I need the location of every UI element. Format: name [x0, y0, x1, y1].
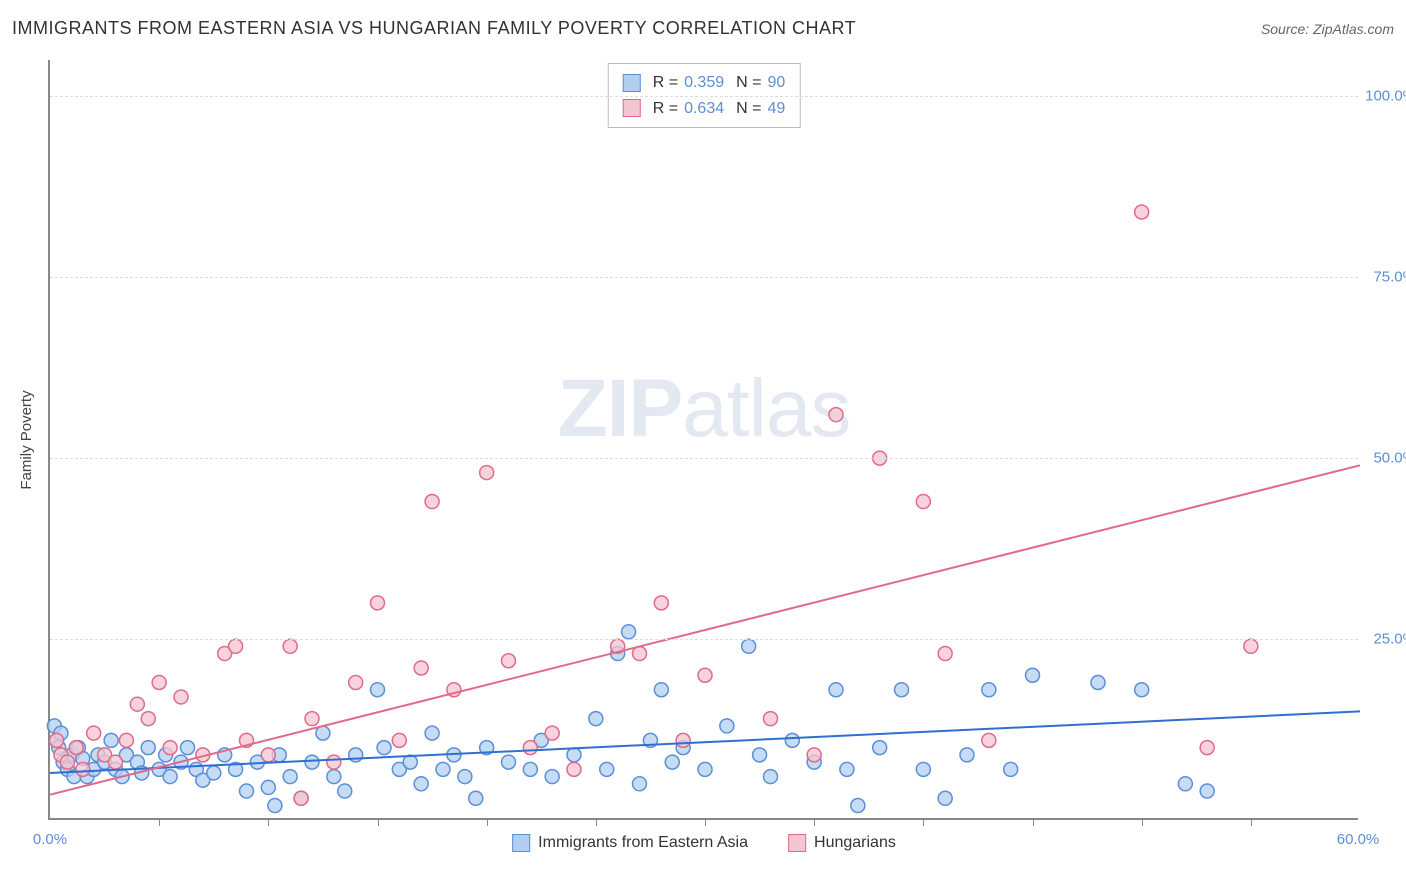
title-bar: IMMIGRANTS FROM EASTERN ASIA VS HUNGARIA…	[12, 18, 1394, 39]
source-attribution: Source: ZipAtlas.com	[1261, 21, 1394, 37]
plot-area: ZIPatlas R = 0.359 N = 90 R = 0.634 N = …	[48, 60, 1358, 820]
legend-bottom: Immigrants from Eastern Asia Hungarians	[512, 834, 896, 852]
legend-bottom-label-2: Hungarians	[814, 834, 896, 852]
scatter-plot-svg	[50, 60, 1358, 818]
legend-bottom-label-1: Immigrants from Eastern Asia	[538, 834, 748, 852]
x-axis-max-label: 60.0%	[1337, 831, 1380, 848]
legend-bottom-item-1: Immigrants from Eastern Asia	[512, 834, 748, 852]
chart-title: IMMIGRANTS FROM EASTERN ASIA VS HUNGARIA…	[12, 18, 856, 39]
legend-bottom-swatch-1	[512, 834, 530, 852]
legend-bottom-swatch-2	[788, 834, 806, 852]
x-axis-min-label: 0.0%	[33, 831, 67, 848]
y-axis-label: Family Poverty	[18, 390, 35, 489]
legend-bottom-item-2: Hungarians	[788, 834, 896, 852]
